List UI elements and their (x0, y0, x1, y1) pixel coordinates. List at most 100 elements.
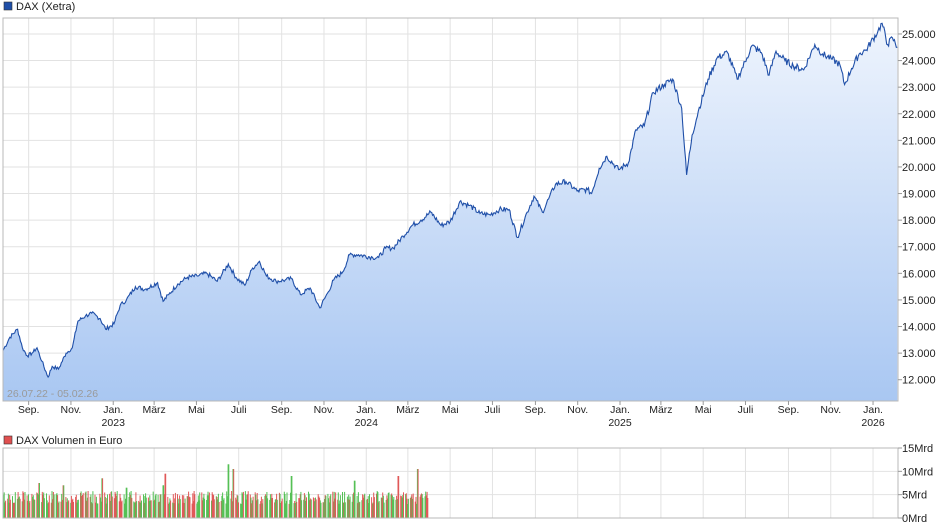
volume-bar (376, 491, 378, 518)
volume-bar (242, 493, 244, 518)
volume-bar (162, 485, 164, 518)
volume-bar (104, 497, 106, 518)
volume-bar (168, 502, 170, 518)
volume-bar (189, 497, 191, 518)
volume-bar (373, 497, 375, 518)
volume-bar (91, 502, 92, 518)
volume-bar (154, 495, 156, 518)
volume-bar (157, 494, 159, 518)
volume-bar (422, 497, 424, 518)
volume-bar (193, 501, 194, 518)
volume-bar (31, 493, 33, 518)
volume-bar (416, 503, 418, 518)
volume-bar (319, 500, 321, 518)
volume-bar (270, 498, 272, 518)
volume-bar (120, 497, 122, 518)
volume-bar (86, 497, 88, 518)
volume-bar (387, 493, 389, 518)
volume-bar (90, 494, 92, 518)
volume-bar (245, 499, 247, 518)
volume-bar (120, 501, 122, 518)
volume-bar (194, 494, 196, 518)
y-tick-label: 19.000 (902, 189, 936, 201)
volume-bar (358, 502, 360, 518)
volume-bar (18, 496, 20, 518)
volume-bar (174, 492, 176, 518)
volume-y-tick-label: 0Mrd (902, 513, 927, 525)
volume-bar (262, 499, 264, 518)
volume-bar (313, 498, 315, 518)
volume-bar (164, 473, 166, 518)
volume-bar (377, 492, 379, 518)
volume-bar (344, 502, 346, 518)
volume-bar (294, 503, 296, 518)
volume-bar (148, 501, 150, 518)
volume-bar (7, 498, 9, 518)
volume-bar (71, 500, 73, 518)
volume-bar (140, 502, 142, 518)
volume-bar (50, 502, 52, 518)
volume-bar (52, 492, 54, 518)
volume-bar (3, 492, 5, 518)
volume-bar (318, 496, 320, 518)
volume-bar (170, 500, 172, 518)
volume-bar (72, 498, 74, 518)
volume-bar (371, 497, 373, 518)
price-line (2, 22, 898, 379)
volume-bar (154, 499, 156, 518)
volume-bar (48, 502, 50, 518)
volume-bar (187, 496, 189, 518)
volume-bar (75, 494, 77, 518)
x-tick-label: Jan. (103, 404, 123, 416)
volume-bar (308, 491, 309, 518)
volume-bar (298, 498, 300, 518)
volume-bar (75, 497, 77, 518)
volume-bar (80, 492, 81, 518)
volume-bar (21, 501, 23, 518)
volume-bar (342, 502, 344, 518)
volume-bar (39, 483, 40, 518)
volume-bar (368, 503, 370, 518)
volume-bar (33, 499, 35, 518)
y-tick-label: 18.000 (902, 215, 936, 227)
volume-bar (102, 478, 104, 518)
volume-bar (380, 497, 382, 518)
volume-bar (324, 495, 326, 518)
volume-bar (364, 493, 366, 518)
volume-bar (400, 495, 402, 518)
volume-bar (181, 495, 183, 518)
volume-bar (279, 493, 281, 518)
volume-bar (182, 502, 184, 518)
volume-bar (309, 500, 311, 518)
y-tick-label: 12.000 (902, 375, 936, 387)
volume-bar (9, 499, 11, 518)
volume-plot-frame (2, 447, 899, 519)
volume-bar (396, 495, 398, 518)
volume-bar (300, 491, 302, 518)
volume-bar (81, 496, 83, 518)
volume-bar (310, 498, 312, 518)
volume-bar (29, 500, 31, 518)
volume-bar (388, 492, 390, 518)
volume-bar (34, 499, 36, 518)
volume-bar (255, 494, 257, 518)
volume-bar (47, 503, 49, 518)
volume-bar (403, 492, 404, 518)
volume-bar (111, 491, 113, 518)
volume-bar (56, 493, 58, 518)
volume-bar (308, 493, 310, 518)
volume-bar (400, 496, 402, 518)
volume-bar (199, 492, 201, 518)
volume-bar (197, 501, 199, 518)
y-tick-label: 22.000 (902, 109, 936, 121)
volume-bar (381, 498, 383, 518)
volume-bar (301, 500, 303, 518)
volume-bar (91, 503, 93, 518)
volume-bar (97, 503, 99, 518)
volume-bar (412, 493, 414, 518)
volume-bar (53, 494, 55, 518)
volume-bar (333, 491, 335, 518)
volume-bar (272, 498, 273, 518)
volume-bar (285, 500, 287, 518)
